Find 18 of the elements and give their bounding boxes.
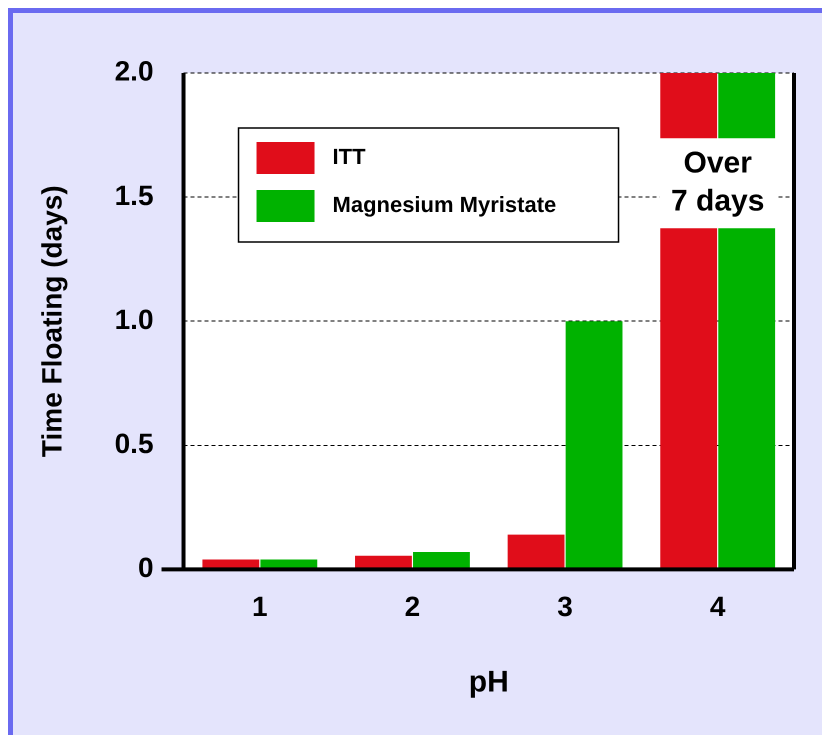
bar: [355, 556, 412, 569]
bar: [566, 321, 622, 569]
bar: [413, 552, 470, 569]
y-tick-label: 0.5: [114, 428, 154, 460]
x-tick-label: 3: [557, 590, 573, 622]
bar: [508, 534, 564, 569]
x-tick-label: 2: [404, 590, 420, 622]
y-tick-label: 1.5: [114, 180, 154, 211]
y-tick-label: 1.0: [114, 304, 154, 335]
legend-label: Magnesium Myristate: [332, 192, 556, 218]
y-axis-title: Time Floating (days): [36, 185, 68, 458]
x-tick-label: 1: [252, 590, 268, 622]
y-tick-label: 0: [138, 552, 154, 584]
x-tick-label: 4: [710, 590, 726, 622]
annotation: Over 7 days: [670, 146, 764, 218]
y-tick-label: 2.0: [114, 56, 154, 87]
legend-label: ITT: [332, 144, 366, 170]
x-axis-title: pH: [468, 665, 509, 698]
